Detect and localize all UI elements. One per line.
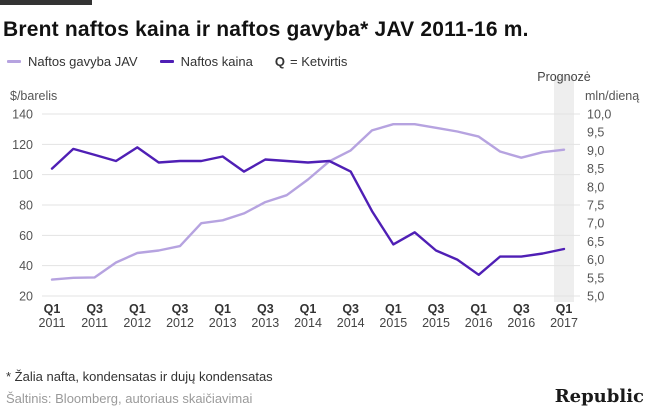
legend-q-text: = Ketvirtis — [289, 53, 348, 69]
x-axis-year-label: 2016 — [465, 316, 493, 330]
x-axis-quarter-label: Q3 — [342, 302, 359, 316]
source-note: Šaltinis: Bloomberg, autoriaus skaičiavi… — [6, 391, 253, 406]
legend-label-price: Naftos kaina — [180, 53, 253, 69]
right-axis-tick-label: 6,0 — [587, 253, 604, 267]
x-axis-quarter-label: Q3 — [513, 302, 530, 316]
x-axis-year-label: 2014 — [337, 316, 365, 330]
brand-logo: Republic — [554, 386, 644, 407]
x-axis-year-label: 2014 — [294, 316, 322, 330]
forecast-band — [554, 76, 574, 302]
x-axis-quarter-label: Q1 — [300, 302, 317, 316]
x-axis-year-label: 2015 — [422, 316, 450, 330]
x-axis-year-label: 2011 — [39, 316, 66, 330]
series-line-production — [50, 122, 566, 281]
right-axis-tick-label: 9,5 — [587, 126, 604, 140]
x-axis-quarter-label: Q3 — [428, 302, 445, 316]
left-axis-tick-label: 120 — [12, 138, 33, 152]
left-axis-tick-label: 40 — [19, 259, 33, 273]
x-axis-quarter-label: Q1 — [214, 302, 231, 316]
x-axis-quarter-label: Q3 — [172, 302, 189, 316]
right-axis-tick-label: 8,0 — [587, 180, 604, 194]
left-axis-label: $/barelis — [10, 89, 57, 103]
x-axis-quarter-label: Q1 — [556, 302, 573, 316]
x-axis-year-label: 2016 — [507, 316, 535, 330]
footnote: * Žalia nafta, kondensatas ir dujų konde… — [6, 369, 273, 384]
x-axis-quarter-label: Q1 — [129, 302, 146, 316]
left-axis-tick-label: 60 — [19, 229, 33, 243]
x-axis-year-label: 2012 — [166, 316, 194, 330]
right-axis-tick-label: 8,5 — [587, 162, 604, 176]
right-axis-tick-label: 5,5 — [587, 271, 604, 285]
x-axis-quarter-label: Q1 — [470, 302, 487, 316]
x-axis-quarter-label: Q1 — [385, 302, 402, 316]
x-axis-year-label: 2012 — [123, 316, 151, 330]
legend-swatch-production — [7, 59, 21, 63]
legend-item-price: Naftos kaina — [159, 53, 253, 69]
series-line-price — [50, 146, 566, 276]
right-axis-tick-label: 9,0 — [587, 144, 604, 158]
left-axis-tick-label: 20 — [19, 290, 33, 304]
legend-item-quarter-key: Q = Ketvirtis — [275, 54, 348, 69]
x-axis-quarter-label: Q3 — [257, 302, 274, 316]
legend-q-symbol: Q — [274, 53, 285, 69]
right-axis-tick-label: 7,0 — [587, 217, 604, 231]
x-axis-year-label: 2013 — [251, 316, 279, 330]
x-axis-quarter-label: Q3 — [86, 302, 103, 316]
chart-title: Brent naftos kaina ir naftos gavyba* JAV… — [3, 18, 529, 41]
x-axis-year-label: 2017 — [550, 316, 578, 330]
legend-swatch-price — [159, 59, 174, 63]
left-axis-tick-label: 80 — [19, 199, 33, 213]
legend-item-production: Naftos gavyba JAV — [7, 54, 138, 69]
left-axis-tick-label: 140 — [12, 108, 33, 122]
x-axis-year-label: 2013 — [209, 316, 237, 330]
legend-label-production: Naftos gavyba JAV — [28, 53, 138, 69]
legend: Naftos gavyba JAV Naftos kaina Q = Ketvi… — [7, 52, 369, 70]
right-axis-tick-label: 6,5 — [587, 235, 604, 249]
x-axis-year-label: 2011 — [81, 316, 108, 330]
x-axis-year-label: 2015 — [379, 316, 407, 330]
x-axis-quarter-label: Q1 — [44, 302, 61, 316]
right-axis-tick-label: 10,0 — [587, 108, 611, 122]
right-axis-label: mln/dieną — [585, 89, 639, 103]
forecast-label: Prognozė — [537, 70, 591, 84]
right-axis-tick-label: 5,0 — [587, 290, 604, 304]
right-axis-tick-label: 7,5 — [587, 199, 604, 213]
left-axis-tick-label: 100 — [12, 168, 33, 182]
top-accent-bar — [0, 0, 92, 5]
